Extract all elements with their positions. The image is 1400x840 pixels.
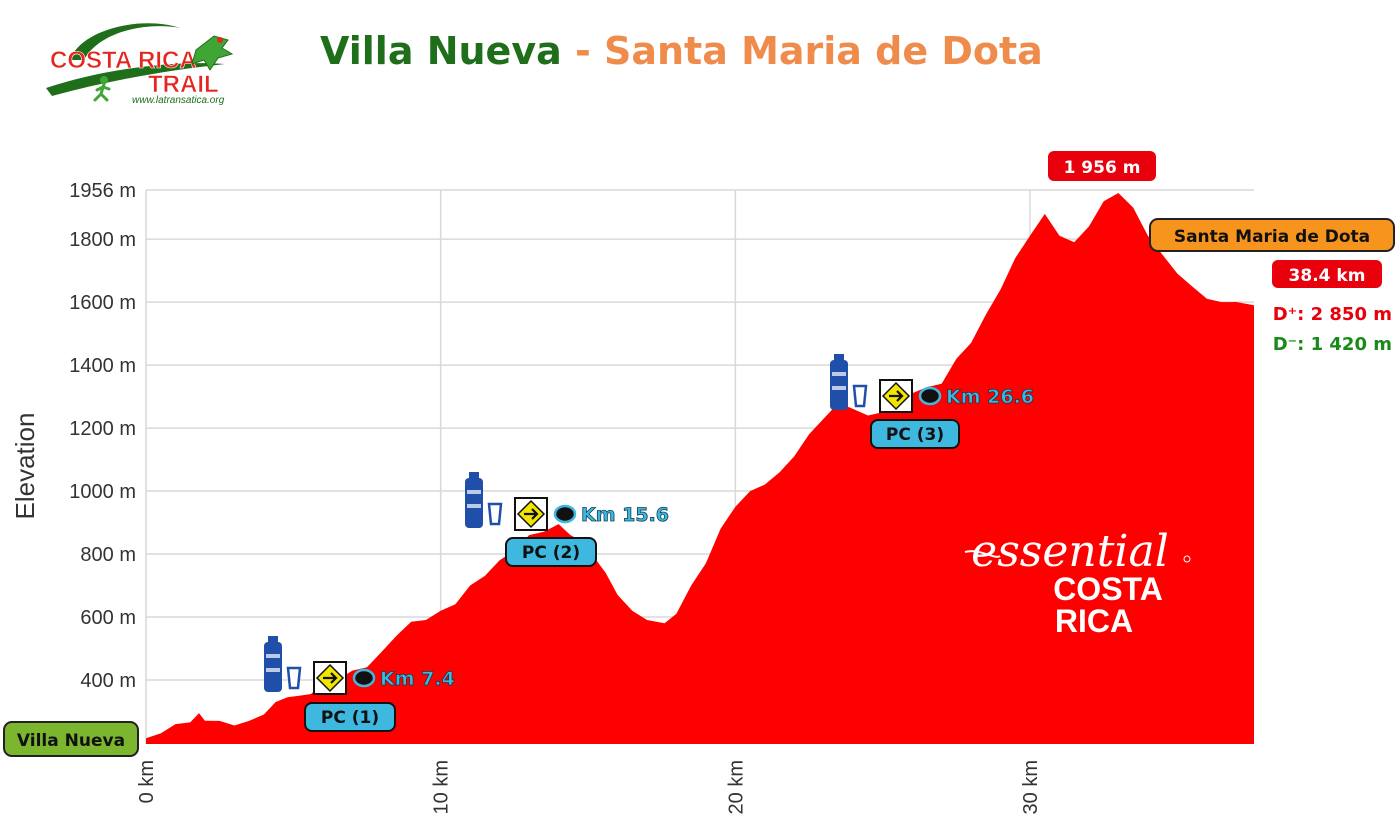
y-tick-label: 1800 m — [69, 229, 136, 251]
logo-swoosh-lower-icon — [46, 63, 225, 96]
checkpoint-km-label: Km 15.6 — [581, 504, 669, 526]
y-tick-label: 800 m — [80, 544, 136, 566]
elevation-gain: D⁺: 2 850 m — [1273, 304, 1392, 325]
cup-icon — [286, 666, 302, 690]
x-tick-label: 10 km — [431, 760, 453, 814]
checkpoint-box — [505, 537, 597, 567]
start-badge: Villa Nueva — [3, 721, 139, 757]
y-axis-label: Elevation — [10, 413, 40, 520]
finish-badge: Santa Maria de Dota — [1149, 218, 1395, 252]
costa-rica-trail-logo: COSTA RICA TRAIL www.latransatica.org — [46, 23, 234, 106]
elevation-profile-area — [146, 193, 1254, 744]
title-start: Villa Nueva — [320, 29, 562, 73]
elevation-loss: D⁻: 1 420 m — [1273, 334, 1392, 355]
x-tick-label: 30 km — [1020, 760, 1042, 814]
registered-mark-icon — [1183, 555, 1191, 563]
runner-icon — [93, 76, 111, 102]
water-bottle-icon — [465, 472, 483, 528]
checkpoint-km-label: Km 7.4 — [380, 668, 455, 690]
checkpoint-2: Km 15.6PC (2) — [465, 472, 669, 567]
distance-label: 38.4 km — [1289, 266, 1366, 286]
finish-badge-label: Santa Maria de Dota — [1174, 227, 1370, 247]
essential-costa-rica-logo: essential COSTA RICA — [964, 526, 1191, 639]
frog-icon — [191, 35, 234, 71]
title-separator: - — [562, 29, 604, 73]
brand-line1: COSTA — [1053, 571, 1163, 607]
cup-icon — [852, 384, 868, 408]
chart-title: Villa Nueva - Santa Maria de Dota — [320, 29, 1043, 73]
y-tick-label: 400 m — [80, 670, 136, 692]
location-pin-icon — [553, 504, 577, 524]
cup-icon — [487, 502, 503, 526]
arrow-right-icon — [524, 508, 539, 520]
brand-script: essential — [971, 526, 1169, 577]
y-tick-label: 600 m — [80, 607, 136, 629]
max-elevation-badge: 1 956 m — [1048, 151, 1156, 181]
brand-swash-icon — [964, 550, 1001, 558]
distance-badge: 38.4 km — [1272, 260, 1382, 288]
checkpoint-name: PC (3) — [886, 425, 944, 445]
y-tick-label: 1200 m — [69, 418, 136, 440]
arrow-right-icon — [323, 672, 338, 684]
brand-line2: RICA — [1055, 603, 1133, 639]
water-bottle-icon — [264, 636, 282, 692]
y-tick-label: 1600 m — [69, 292, 136, 314]
logo-swoosh-icon — [70, 23, 180, 60]
checkpoint-1: Km 7.4PC (1) — [264, 636, 455, 732]
logo-url: www.latransatica.org — [132, 95, 225, 106]
x-tick-label: 20 km — [725, 760, 747, 814]
title-end: Santa Maria de Dota — [604, 29, 1043, 73]
location-pin-icon — [352, 668, 376, 688]
y-tick-label: 1400 m — [69, 355, 136, 377]
y-tick-label: 1000 m — [69, 481, 136, 503]
start-badge-label: Villa Nueva — [17, 731, 125, 751]
checkpoint-3: Km 26.6PC (3) — [830, 354, 1034, 449]
checkpoint-name: PC (2) — [522, 543, 580, 563]
location-pin-icon — [918, 386, 942, 406]
water-bottle-icon — [830, 354, 848, 410]
max-elevation-label: 1 956 m — [1064, 158, 1141, 178]
checkpoint-km-label: Km 26.6 — [946, 386, 1034, 408]
y-tick-label: 1956 m — [69, 180, 136, 202]
checkpoint-box — [304, 702, 396, 732]
checkpoint-box — [870, 419, 960, 449]
checkpoint-name: PC (1) — [321, 708, 379, 728]
logo-text-line2: TRAIL — [148, 71, 219, 98]
logo-text-line1: COSTA RICA — [50, 47, 197, 74]
x-tick-label: 0 km — [136, 760, 158, 803]
arrow-right-icon — [889, 390, 904, 402]
